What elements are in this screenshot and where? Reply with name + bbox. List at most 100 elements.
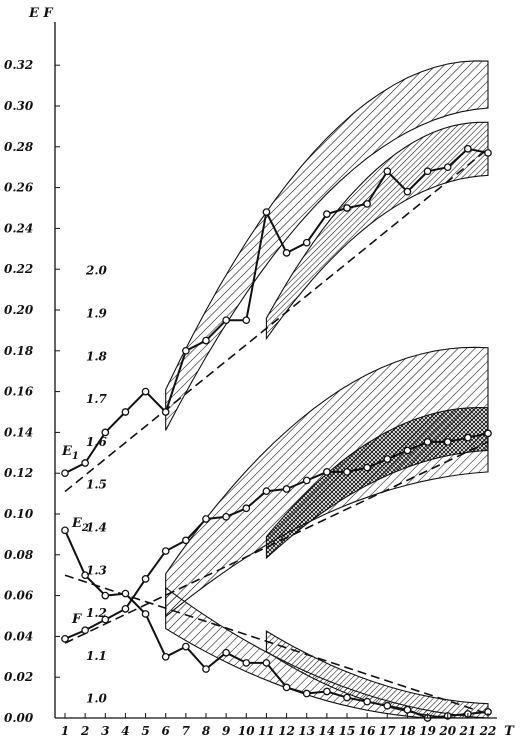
data-point-F	[464, 433, 472, 442]
e-tick-label: 0.00	[4, 711, 34, 725]
data-point-F	[81, 626, 89, 635]
data-point-E2	[121, 589, 130, 598]
data-point-E1	[282, 249, 291, 257]
data-point-E1	[101, 428, 110, 437]
data-point-E1	[403, 187, 412, 196]
data-point-F	[161, 547, 170, 555]
data-point-F	[282, 485, 291, 493]
data-point-E1	[81, 459, 89, 467]
data-point-E2	[222, 648, 230, 657]
x-tick-label: 3	[101, 724, 109, 738]
data-point-E2	[61, 526, 69, 535]
data-point-F	[262, 487, 271, 496]
data-point-E1	[302, 238, 311, 247]
e-tick-label: 0.02	[4, 670, 33, 684]
data-point-E1	[222, 316, 230, 325]
f-tick-label: 1.7	[86, 392, 108, 406]
data-point-F	[121, 605, 130, 613]
data-point-E2	[242, 659, 251, 667]
data-point-F	[202, 515, 210, 523]
x-tick-label: 14	[319, 724, 336, 738]
data-point-E2	[101, 591, 110, 600]
f-tick-label: 1.2	[86, 606, 107, 620]
data-point-F	[101, 615, 110, 624]
data-point-E1	[383, 167, 392, 176]
e-tick-label: 0.10	[4, 507, 34, 521]
data-point-F	[323, 468, 331, 476]
data-point-E1	[262, 208, 271, 216]
e-tick-label: 0.08	[4, 548, 34, 562]
series-line-E1	[64, 147, 489, 475]
data-point-F	[141, 575, 150, 583]
x-tick-label: 2	[80, 724, 89, 738]
f-tick-label: 2.0	[85, 264, 108, 278]
x-tick-label: 18	[399, 724, 416, 738]
trend-line-E1	[64, 148, 489, 493]
f-tick-label: 1.4	[86, 521, 107, 535]
data-point-E2	[383, 701, 392, 710]
band-E1-wide	[165, 60, 489, 431]
e-axis-title: E	[28, 6, 40, 21]
data-point-E2	[141, 610, 150, 618]
band-F-narrow	[265, 406, 489, 560]
data-point-E2	[343, 693, 351, 702]
x-tick-label: 21	[459, 724, 477, 738]
f-tick-label: 1.3	[86, 563, 107, 577]
data-point-F	[443, 438, 452, 446]
data-point-F	[363, 463, 371, 472]
data-point-F	[383, 455, 392, 463]
data-point-E1	[363, 200, 371, 208]
e-tick-label: 0.32	[4, 58, 33, 72]
f-tick-label: 1.6	[86, 435, 108, 449]
x-tick-label: 16	[359, 724, 376, 738]
data-point-E2	[81, 571, 89, 580]
x-tick-label: 1	[61, 724, 69, 738]
e-tick-label: 0.20	[4, 303, 34, 317]
data-point-E2	[403, 705, 412, 714]
data-point-E1	[161, 408, 170, 416]
data-point-E1	[202, 336, 210, 345]
band-layer	[165, 60, 489, 719]
f-tick-label: 1.8	[86, 349, 108, 363]
data-point-E1	[343, 204, 351, 212]
x-tick-label: 13	[298, 724, 315, 738]
x-tick-label: 15	[339, 724, 356, 738]
data-point-E1	[121, 408, 130, 416]
data-point-F	[182, 536, 190, 545]
x-tick-label: 6	[162, 724, 171, 738]
e-tick-label: 0.24	[4, 221, 33, 235]
data-point-E2	[302, 689, 311, 698]
f-axis-title: F	[42, 6, 53, 21]
x-tick-label: 4	[121, 724, 129, 738]
data-point-E1	[323, 210, 331, 218]
data-point-E2	[262, 659, 271, 667]
e-tick-label: 0.14	[4, 425, 33, 439]
data-point-F	[343, 468, 351, 476]
data-point-F	[484, 429, 492, 438]
axes-layer: 0.00 0.02 0.04 0.06 0.08 0.10 0.12 0.14 0.16 0.18…	[4, 6, 515, 739]
e-tick-label: 0.06	[4, 589, 34, 603]
data-point-E1	[141, 387, 150, 396]
x-tick-label: 12	[278, 724, 295, 738]
x-tick-label: 5	[141, 724, 149, 738]
f-tick-label: 1.0	[86, 692, 108, 706]
e-tick-label: 0.26	[4, 181, 34, 195]
data-point-F	[302, 476, 311, 485]
data-point-E1	[464, 144, 472, 153]
series-label-E1: E1	[61, 444, 79, 462]
e-tick-label: 0.30	[4, 99, 34, 113]
data-point-E2	[282, 683, 291, 692]
series-line-E2	[64, 529, 489, 719]
data-point-E1	[443, 163, 452, 172]
x-tick-label: 8	[202, 724, 211, 738]
e-tick-label: 0.22	[4, 262, 33, 276]
data-point-E2	[161, 652, 170, 661]
x-tick-label: 20	[438, 724, 456, 738]
e-tick-label: 0.16	[4, 385, 34, 399]
data-point-E1	[61, 469, 69, 478]
data-point-E2	[182, 642, 190, 651]
f-tick-label: 1.5	[86, 478, 107, 492]
data-point-E1	[242, 316, 251, 325]
data-point-E2	[202, 665, 210, 673]
